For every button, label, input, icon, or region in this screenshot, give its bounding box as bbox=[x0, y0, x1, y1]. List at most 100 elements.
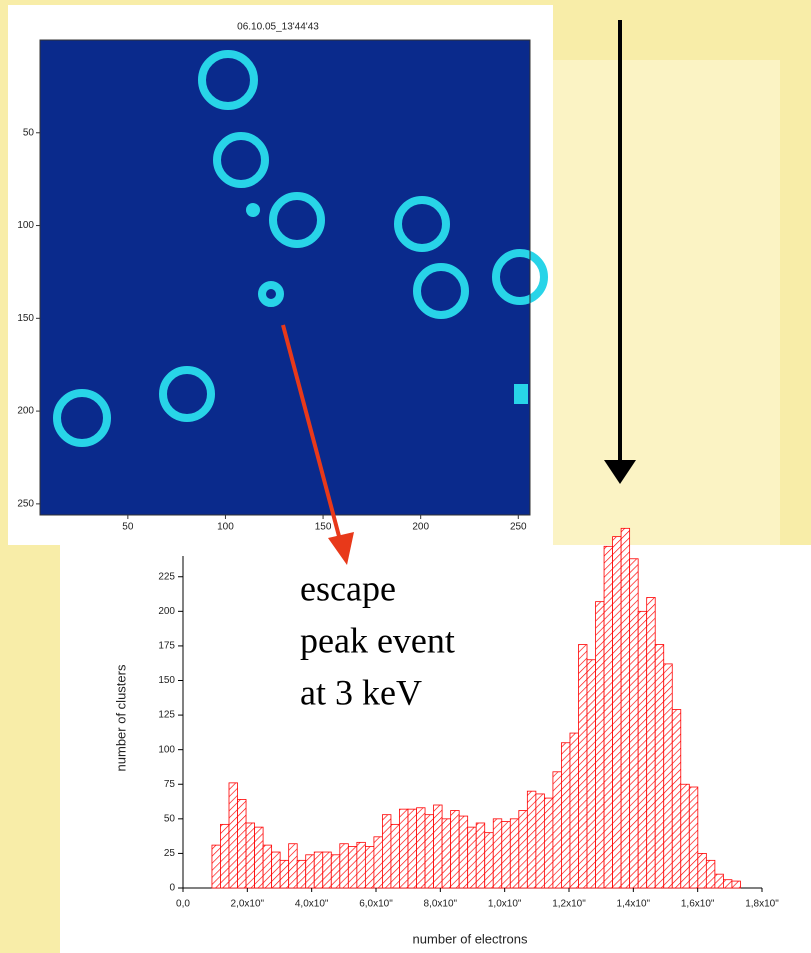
bar bbox=[561, 743, 570, 888]
y-tick-label: 100 bbox=[17, 220, 34, 231]
panel bbox=[530, 60, 780, 550]
bar bbox=[493, 819, 502, 888]
bar bbox=[263, 845, 272, 888]
y-tick-label: 75 bbox=[164, 779, 176, 790]
x-tick-label: 6,0x10" bbox=[359, 899, 393, 910]
bar bbox=[280, 860, 289, 888]
y-tick-label: 150 bbox=[17, 313, 34, 324]
bar bbox=[255, 827, 264, 888]
bar bbox=[689, 787, 698, 888]
bar bbox=[732, 881, 741, 888]
x-tick-label: 8,0x10" bbox=[424, 899, 458, 910]
bar bbox=[382, 815, 391, 888]
y-tick-label: 200 bbox=[17, 406, 34, 417]
bar bbox=[272, 852, 281, 888]
bar bbox=[698, 853, 707, 888]
spot bbox=[514, 384, 528, 404]
bar bbox=[681, 784, 690, 888]
annotation: at 3 keV bbox=[300, 672, 422, 712]
bar bbox=[587, 660, 596, 888]
bar bbox=[519, 811, 528, 888]
x-tick-label: 0,0 bbox=[176, 899, 190, 910]
y-tick-label: 150 bbox=[158, 675, 175, 686]
x-tick-label: 1,6x10" bbox=[681, 899, 715, 910]
bar bbox=[536, 794, 545, 888]
bar bbox=[391, 824, 400, 888]
bar bbox=[246, 823, 255, 888]
x-tick-label: 200 bbox=[412, 522, 429, 533]
y-tick-label: 25 bbox=[164, 848, 176, 859]
x-tick-label: 1,0x10" bbox=[488, 899, 522, 910]
bar bbox=[348, 847, 357, 889]
bar bbox=[212, 845, 221, 888]
bar bbox=[672, 710, 681, 888]
y-tick-label: 0 bbox=[169, 883, 175, 894]
bar bbox=[544, 798, 553, 888]
bar bbox=[476, 823, 485, 888]
bar bbox=[289, 844, 298, 888]
bar bbox=[434, 805, 443, 888]
bar bbox=[510, 819, 519, 888]
bar bbox=[229, 783, 238, 888]
bar bbox=[647, 598, 656, 889]
y-tick-label: 125 bbox=[158, 710, 175, 721]
x-tick-label: 1,4x10" bbox=[617, 899, 651, 910]
bar bbox=[655, 645, 664, 888]
y-axis-title: number of clusters bbox=[113, 664, 128, 771]
y-tick-label: 50 bbox=[164, 813, 176, 824]
bar bbox=[715, 874, 724, 888]
y-tick-label: 175 bbox=[158, 641, 175, 652]
bar bbox=[451, 811, 460, 888]
x-tick-label: 100 bbox=[217, 522, 234, 533]
x-tick-label: 150 bbox=[315, 522, 332, 533]
spot bbox=[246, 203, 260, 217]
y-tick-label: 200 bbox=[158, 606, 175, 617]
bar bbox=[417, 808, 426, 888]
x-tick-label: 250 bbox=[510, 522, 527, 533]
x-tick-label: 1,8x10" bbox=[745, 899, 779, 910]
bar bbox=[306, 855, 315, 888]
bar bbox=[297, 860, 306, 888]
annotation: escape bbox=[300, 568, 396, 608]
bar bbox=[485, 833, 494, 888]
x-tick-label: 4,0x10" bbox=[295, 899, 329, 910]
bar bbox=[613, 537, 622, 888]
y-tick-label: 225 bbox=[158, 571, 175, 582]
bar bbox=[706, 860, 715, 888]
bar bbox=[323, 852, 332, 888]
y-tick-label: 250 bbox=[17, 499, 34, 510]
bar bbox=[630, 559, 639, 888]
bar bbox=[399, 809, 408, 888]
x-tick-label: 1,2x10" bbox=[552, 899, 586, 910]
image-title: 06.10.05_13'44'43 bbox=[237, 22, 319, 33]
bar bbox=[527, 791, 536, 888]
x-tick-label: 50 bbox=[122, 522, 134, 533]
slide: 06.10.05_13'44'43 number of electrons nu… bbox=[0, 0, 811, 953]
bar bbox=[357, 842, 366, 888]
bar bbox=[664, 664, 673, 888]
bar bbox=[459, 816, 468, 888]
bar bbox=[638, 611, 647, 888]
bar bbox=[340, 844, 349, 888]
annotation: peak event bbox=[300, 620, 455, 660]
bar bbox=[220, 824, 229, 888]
bar bbox=[331, 855, 340, 888]
bar bbox=[374, 837, 383, 888]
bar bbox=[314, 852, 323, 888]
bar bbox=[596, 602, 605, 888]
bar bbox=[723, 880, 732, 888]
bar bbox=[570, 733, 579, 888]
bar bbox=[502, 822, 511, 888]
y-tick-label: 100 bbox=[158, 744, 175, 755]
x-axis-title: number of electrons bbox=[413, 931, 528, 946]
x-tick-label: 2,0x10" bbox=[231, 899, 265, 910]
y-tick-label: 50 bbox=[23, 127, 35, 138]
bar bbox=[621, 528, 630, 888]
bar bbox=[365, 847, 374, 889]
bar bbox=[408, 809, 417, 888]
bar bbox=[553, 772, 562, 888]
bar bbox=[578, 645, 587, 888]
bar bbox=[604, 546, 613, 888]
bar bbox=[238, 799, 247, 888]
bar bbox=[468, 827, 477, 888]
